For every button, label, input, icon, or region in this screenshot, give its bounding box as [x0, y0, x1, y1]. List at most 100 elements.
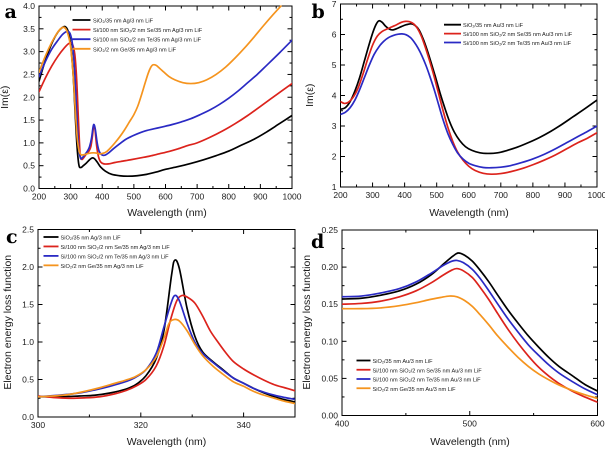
panel-d-x-axis-title: Wavelength (nm)	[430, 436, 510, 448]
panel-c-y-tick-label: 2.5	[22, 225, 34, 235]
panel-b-x-tick-label: 200	[333, 190, 347, 200]
panel-b-x-tick-label: 900	[558, 190, 572, 200]
panel-c-x-tick-label: 340	[237, 420, 251, 430]
panel-d-y-tick-label: 0.10	[321, 336, 338, 346]
panel-b-legend-label-blue: Si/100 nm SiO₂/2 nm Te/35 nm Au/3 nm LiF	[463, 41, 572, 47]
panel-a-x-tick-label: 200	[32, 192, 46, 202]
panel-b-x-axis-title: Wavelength (nm)	[429, 207, 509, 219]
panel-b-x-tick-label: 700	[494, 190, 508, 200]
panel-c-y-tick-label: 1.5	[22, 300, 34, 310]
panel-b-letter: b	[311, 1, 325, 23]
panel-c-series-red-curve	[38, 294, 295, 400]
panel-a-x-tick-label: 900	[253, 192, 267, 202]
panel-c-y-tick-label: 0.0	[22, 412, 34, 422]
panel-a-legend-label-blue: Si/100 nm SiO₂/2 nm Te/35 nm Ag/3 nm LiF	[93, 38, 202, 44]
panel-a-y-tick-label: 3.0	[23, 47, 35, 57]
panel-b-series-red-curve	[340, 20, 597, 176]
panel-a-y-tick-label: 2.0	[23, 92, 35, 102]
panel-d-y-tick-label: 0.25	[321, 225, 338, 235]
panel-d-y-tick-label: 0.00	[321, 411, 338, 421]
panel-a-curves	[39, 5, 292, 178]
panel-d-y-tick-label: 0.05	[321, 373, 338, 383]
panel-b-series-blue-curve	[340, 33, 597, 169]
panel-b-curves	[340, 19, 597, 176]
panel-d-y-tick-label: 0.20	[321, 262, 338, 272]
panel-b-y-tick-label: 5	[332, 60, 337, 70]
panel-d-series-orange-curve	[342, 295, 598, 400]
panel-a-legend-label-orange: SiO₂/2 nm Ge/35 nm Ag/3 nm LiF	[93, 47, 177, 53]
panel-a-legend-label-black: SiO₂/35 nm Ag/3 nm LiF	[93, 19, 154, 25]
panel-b-y-tick-label: 4	[332, 91, 337, 101]
panel-a-x-tick-label: 600	[158, 192, 172, 202]
panel-a-x-tick-label: 300	[64, 192, 78, 202]
panel-a-ticks	[38, 5, 293, 189]
panel-b-y-tick-label: 7	[332, 0, 337, 9]
panel-b-plot-area: 200 300 400 500 600 700 800 900 1000 1 2 3 4 5 6 7 SiO₂/…	[332, 0, 605, 200]
panel-d-series-red-curve	[342, 267, 598, 403]
panel-a-x-axis-title: Wavelength (nm)	[127, 207, 207, 219]
panel-a-legend: SiO₂/35 nm Ag/3 nm LiF Si/100 nm SiO₂/2 n…	[72, 19, 203, 53]
panel-a-series-blue-curve	[39, 30, 292, 160]
panel-c-series-blue-curve	[38, 294, 295, 401]
panel-d-legend-label-black: SiO₂/35 nm Au/3 nm LiF	[373, 359, 434, 365]
panel-c-ticks	[37, 229, 296, 418]
panel-a-y-tick-label: 4.0	[23, 1, 35, 11]
panel-b-x-tick-label: 600	[462, 190, 476, 200]
panel-a-plot-area: 200 300 400 500 600 700 800 900 1000 0.0 0.5 1.0 1.5…	[23, 1, 302, 202]
panel-c-curves	[38, 259, 295, 405]
panel-c-x-tick-label: 320	[134, 420, 148, 430]
panel-c-x-tick-label: 300	[31, 420, 45, 430]
panel-b-legend: SiO₂/35 nm Au/3 nm LiF Si/100 nm SiO₂/2 n…	[444, 23, 573, 47]
panel-d-letter: d	[311, 231, 325, 253]
panel-c-series-orange-curve	[38, 318, 295, 405]
panel-d-legend: SiO₂/35 nm Au/3 nm LiF Si/100 nm SiO₂/2 n…	[356, 359, 483, 393]
panel-b-x-tick-label: 800	[526, 190, 540, 200]
panel-b-x-tick-label: 500	[430, 190, 444, 200]
panel-d-legend-label-orange: SiO₂/2 nm Ge/35 nm Au/3 nm LiF	[373, 387, 457, 393]
panel-d-legend-label-red: Si/100 nm SiO₂/2 nm Se/35 nm Au/3 nm LiF	[373, 368, 483, 374]
panel-b-x-tick-label: 400	[398, 190, 412, 200]
panel-d-legend-label-blue: Si/100 nm SiO₂/2 nm Te/35 nm Au/3 nm LiF	[373, 378, 482, 384]
panel-d-y-tick-label: 0.15	[321, 299, 338, 309]
panel-a-x-tick-label: 500	[127, 192, 141, 202]
panel-a-y-tick-label: 3.5	[23, 24, 35, 34]
panel-b-ticks	[340, 3, 598, 188]
panel-a-y-tick-label: 0.5	[23, 161, 35, 171]
panel-a-series-orange-curve	[39, 5, 282, 156]
panel-c-y-tick-label: 1.0	[22, 337, 34, 347]
panel-c-y-tick-label: 0.5	[22, 375, 34, 385]
panel-b-y-tick-label: 1	[332, 182, 337, 192]
panel-a-legend-label-red: Si/100 nm SiO₂/2 nm Se/35 nm Ag/3 nm LiF	[93, 28, 203, 34]
panel-c-legend-label-red: Si/100 nm SiO₂/2 nm Se/35 nm Ag/3 nm LiF	[61, 245, 171, 251]
panel-a-x-tick-label: 1000	[283, 192, 302, 202]
panel-b-x-tick-label: 1000	[588, 190, 605, 200]
panel-a-x-tick-label: 800	[222, 192, 236, 202]
panel-c-legend-label-blue: Si/100 nm SiO₂/2 nm Te/35 nm Ag/3 nm LiF	[61, 254, 170, 260]
panel-a-x-tick-label: 700	[190, 192, 204, 202]
panel-a-y-tick-label: 1.0	[23, 138, 35, 148]
panel-a-y-tick-label: 2.5	[23, 69, 35, 79]
panel-d-x-tick-label: 500	[463, 419, 477, 429]
panel-a-x-tick-label: 400	[95, 192, 109, 202]
panel-c-y-tick-label: 2.0	[22, 262, 34, 272]
panel-c-letter: c	[6, 226, 18, 248]
panel-a-y-tick-label: 0.0	[23, 184, 35, 194]
panel-c-legend: SiO₂/35 nm Ag/3 nm LiF Si/100 nm SiO₂/2 n…	[43, 236, 171, 270]
panel-a-series-black-curve	[39, 25, 292, 178]
panel-c-legend-label-black: SiO₂/35 nm Ag/3 nm LiF	[61, 236, 122, 242]
panel-a-y-tick-label: 1.5	[23, 115, 35, 125]
panel-d-x-tick-label: 600	[590, 419, 604, 429]
panel-d-plot-area: 400 500 600 0.00 0.05 0.10 0.15 0.20 0.25 SiO₂/35…	[321, 225, 604, 429]
panel-b-y-tick-label: 3	[332, 121, 337, 131]
panel-b-legend-label-red: Si/100 nm SiO₂/2 nm Se/35 nm Au/3 nm LiF	[463, 32, 573, 38]
panel-d-series-black-curve	[342, 252, 598, 392]
panel-c-legend-label-orange: SiO₂/2 nm Ge/35 nm Ag/3 nm LiF	[61, 264, 145, 270]
panel-c-plot-area: 300 320 340 0.0 0.5 1.0 1.5 2.0 2.5 SiO₂/35 nm Ag…	[22, 225, 296, 430]
panel-a-letter: a	[4, 1, 17, 23]
panel-b-x-tick-label: 300	[365, 190, 379, 200]
panel-d-series-blue-curve	[342, 259, 598, 396]
panel-d-x-tick-label: 400	[335, 419, 349, 429]
panel-d-curves	[342, 252, 598, 403]
